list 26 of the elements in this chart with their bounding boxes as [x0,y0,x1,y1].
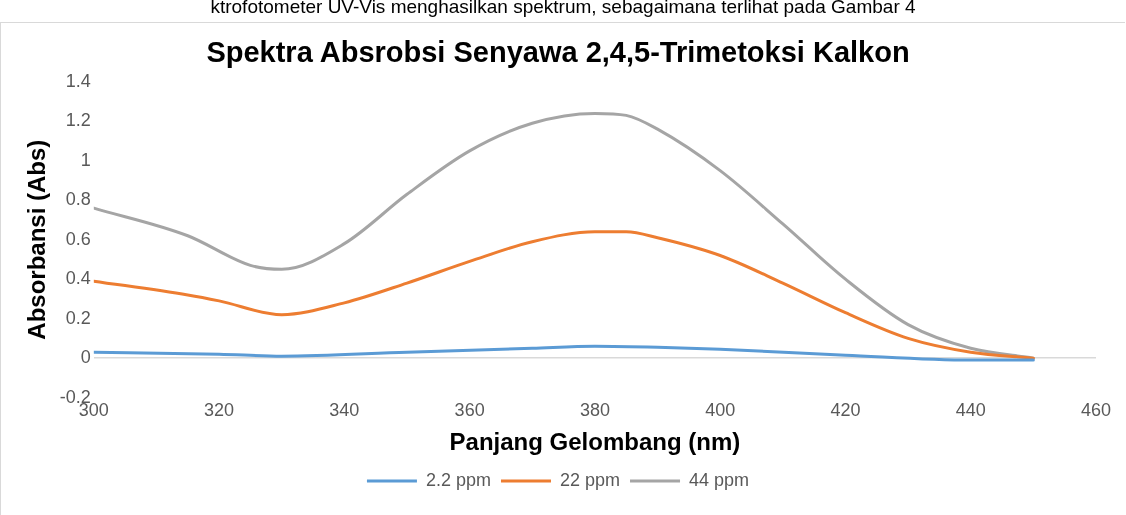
y-tick-label: 0.4 [65,268,91,289]
x-tick-label: 320 [204,400,235,421]
legend-label: 22 ppm [559,469,621,490]
x-tick-label: 340 [329,400,360,421]
y-tick-label: 0 [80,347,91,368]
x-tick-label: 420 [830,400,861,421]
y-axis-title: Absorbansi (Abs) [23,139,51,340]
legend-label: 44 ppm [689,469,750,490]
y-tick-label: 1.2 [65,110,91,131]
line-series [93,344,1035,362]
x-tick-label: 460 [1080,400,1112,421]
x-tick-label: 400 [705,400,736,421]
y-tick-label: 1 [80,149,91,170]
legend-label: 2.2 ppm [425,469,491,490]
y-tick-label: 0.8 [65,189,91,210]
line-series [93,230,1035,360]
x-axis-title: Panjang Gelombang (nm) [449,428,741,456]
x-tick-label: 360 [454,400,485,421]
y-tick-label: 1.4 [65,70,91,91]
y-tick-label: 0.2 [65,307,91,328]
x-tick-label: 440 [955,400,986,421]
x-tick-label: 380 [579,400,610,421]
line-series [93,111,1035,360]
chart-title: Spektra Absrobsi Senyawa 2,4,5-Trimetoksi Kalkon [206,36,910,69]
y-tick-label: 0.6 [65,228,91,249]
text: ktrofotometer UV-Vis menghasilkan spektrum, sebagaimana terlihat pada Gambar 4 [210,0,916,17]
